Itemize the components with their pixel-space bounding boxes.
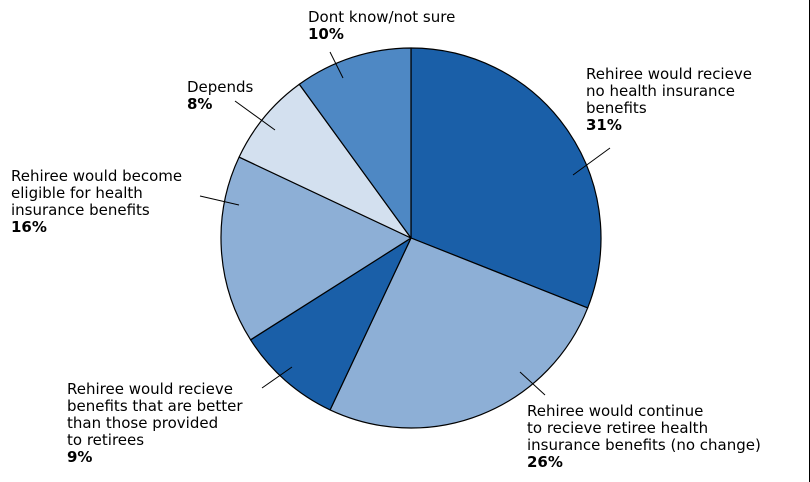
pie-slice-no-benefits	[410, 47, 602, 309]
pie-slice-become-eligible	[220, 156, 412, 341]
slice-value-label: 31%	[586, 116, 622, 134]
leader-line-better-benefits	[261, 366, 293, 389]
slice-label-continue-benefits: Rehiree would continue to recieve retire…	[527, 403, 761, 471]
pie-slice-better-benefits	[249, 237, 412, 411]
pie-slice-continue-benefits	[329, 237, 589, 429]
leader-line-not-sure	[329, 51, 344, 79]
slice-label-text: Dont know/not sure	[308, 8, 456, 26]
slice-label-no-benefits: Rehiree would recieve no health insuranc…	[586, 66, 752, 134]
slice-label-depends: Depends 8%	[187, 79, 253, 113]
pie-slice-depends	[238, 83, 412, 239]
slice-value-label: 9%	[67, 448, 93, 466]
slice-label-text: Depends	[187, 78, 254, 96]
slice-value-label: 10%	[308, 25, 344, 43]
slice-label-text: Rehiree would become eligible for health…	[11, 167, 183, 219]
slice-label-text: Rehiree would recieve no health insuranc…	[586, 65, 752, 117]
slice-value-label: 8%	[187, 95, 213, 113]
pie-slice-not-sure	[298, 47, 412, 239]
slice-value-label: 26%	[527, 453, 563, 471]
leader-line-become-eligible	[199, 195, 240, 206]
slice-label-become-eligible: Rehiree would become eligible for health…	[11, 168, 182, 236]
slice-label-text: Rehiree would recieve benefits that are …	[67, 380, 243, 449]
slice-label-text: Rehiree would continue to recieve retire…	[527, 402, 761, 454]
leader-line-depends	[234, 100, 276, 131]
leader-line-continue-benefits	[519, 371, 546, 396]
leader-line-no-benefits	[572, 147, 611, 176]
slice-label-better-benefits: Rehiree would recieve benefits that are …	[67, 381, 243, 466]
slice-label-not-sure: Dont know/not sure 10%	[308, 9, 455, 43]
slice-value-label: 16%	[11, 218, 47, 236]
